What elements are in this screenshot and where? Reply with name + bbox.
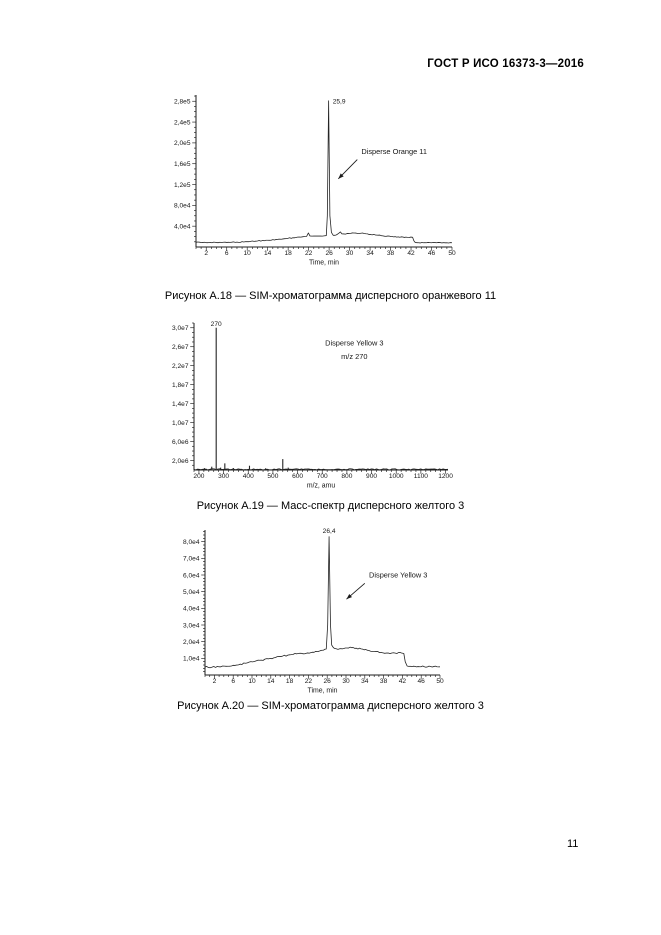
x-tick-label: 50 [436, 678, 444, 685]
x-axis-title: Time, min [308, 688, 338, 695]
y-tick-label: 4,0e4 [183, 606, 200, 613]
x-tick-label: 10 [244, 250, 252, 257]
y-tick-label: 1,0e4 [183, 656, 200, 663]
sim-chromatogram-disperse-orange-11-chart: 2 6 10 14 18 22 26 30 34 38 42 46 504,0e48,0e41,2e51… [174, 95, 456, 267]
y-tick-label: 2,8e5 [174, 99, 191, 106]
y-tick-label: 2,2e7 [172, 363, 189, 370]
y-tick-label: 1,6e5 [174, 161, 191, 168]
x-tick-label: 38 [387, 250, 395, 257]
annotation-text: m/z 270 [341, 352, 367, 361]
y-tick-label: 6,0e6 [172, 439, 189, 446]
y-tick-label: 2,0e6 [172, 458, 189, 465]
page-number: 11 [567, 838, 579, 850]
y-tick-label: 4,0e4 [174, 223, 191, 230]
annotation-text: Disperse Orange 11 [361, 147, 427, 156]
trace-line [204, 536, 441, 669]
baseline [193, 468, 449, 471]
x-tick-label: 30 [346, 250, 354, 257]
x-tick-label: 46 [418, 678, 426, 685]
trace-line [195, 100, 453, 244]
document-header-title: ГОСТ Р ИСО 16373-3—2016 [427, 58, 584, 70]
y-tick-label: 2,6e7 [172, 344, 189, 351]
x-tick-label: 18 [284, 250, 292, 257]
y-tick-label: 1,2e5 [174, 182, 191, 189]
x-tick-label: 46 [428, 250, 436, 257]
x-tick-label: 26 [324, 678, 332, 685]
x-tick-label: 1000 [389, 473, 404, 480]
sim-chromatogram-disperse-yellow-3-chart: 2 6 10 14 18 22 26 30 34 38 42 46 501,0e42,0e43,0e44… [183, 528, 444, 695]
annotation-text: Disperse Yellow 3 [325, 338, 383, 347]
peak-retention-label: 270 [211, 321, 222, 328]
x-tick-label: 14 [264, 250, 272, 257]
x-tick-label: 900 [366, 473, 377, 480]
peak-retention-label: 25,9 [333, 98, 346, 105]
figure-a18-caption: Рисунок А.18 — SIM-хроматограмма дисперс… [164, 290, 497, 302]
x-axis-title: m/z, amu [307, 483, 336, 490]
y-tick-label: 1,0e7 [172, 420, 189, 427]
x-tick-label: 1100 [414, 473, 429, 480]
x-tick-label: 22 [305, 678, 313, 685]
y-tick-label: 6,0e4 [183, 572, 200, 579]
x-tick-label: 42 [399, 678, 407, 685]
x-tick-label: 18 [286, 678, 294, 685]
x-tick-label: 38 [380, 678, 388, 685]
x-tick-label: 800 [341, 473, 352, 480]
peak-retention-label: 26,4 [323, 528, 336, 535]
y-tick-label: 2,4e5 [174, 119, 191, 126]
x-tick-label: 700 [317, 473, 328, 480]
x-tick-label: 6 [231, 678, 235, 685]
annotation-arrowhead [338, 173, 344, 179]
x-tick-label: 6 [225, 250, 229, 257]
figure-a19-caption: Рисунок А.19 — Масс-спектр дисперсного ж… [196, 500, 465, 512]
annotation-text: Disperse Yellow 3 [369, 571, 427, 580]
y-tick-label: 8,0e4 [174, 203, 191, 210]
x-tick-label: 2 [213, 678, 217, 685]
y-tick-label: 3,0e4 [183, 622, 200, 629]
x-tick-label: 30 [342, 678, 350, 685]
y-tick-label: 2,0e5 [174, 140, 191, 147]
x-tick-label: 34 [361, 678, 369, 685]
x-tick-label: 300 [218, 473, 229, 480]
x-tick-label: 1200 [438, 473, 453, 480]
x-tick-label: 10 [248, 678, 256, 685]
x-tick-label: 14 [267, 678, 275, 685]
x-tick-label: 400 [243, 473, 254, 480]
x-tick-label: 34 [366, 250, 374, 257]
y-tick-label: 1,8e7 [172, 382, 189, 389]
figure-a20-caption: Рисунок А.20 — SIM-хроматограмма дисперс… [177, 700, 484, 712]
y-tick-label: 2,0e4 [183, 639, 200, 646]
mass-spectrum-disperse-yellow-3-chart: 200 300 400 500 600 700 800 900 1000 1100 1200 2,0e… [172, 321, 453, 490]
annotation-arrowhead [346, 593, 352, 600]
x-tick-label: 26 [325, 250, 333, 257]
x-tick-label: 600 [292, 473, 303, 480]
x-axis-title: Time, min [309, 260, 339, 267]
x-tick-label: 2 [204, 250, 208, 257]
x-tick-label: 50 [448, 250, 456, 257]
x-tick-label: 500 [267, 473, 278, 480]
x-tick-label: 22 [305, 250, 313, 257]
x-tick-label: 42 [407, 250, 415, 257]
y-tick-label: 8,0e4 [183, 539, 200, 546]
y-tick-label: 7,0e4 [183, 556, 200, 563]
y-tick-label: 1,4e7 [172, 401, 189, 408]
y-tick-label: 3,0e7 [172, 325, 189, 332]
x-tick-label: 200 [193, 473, 204, 480]
y-tick-label: 5,0e4 [183, 589, 200, 596]
